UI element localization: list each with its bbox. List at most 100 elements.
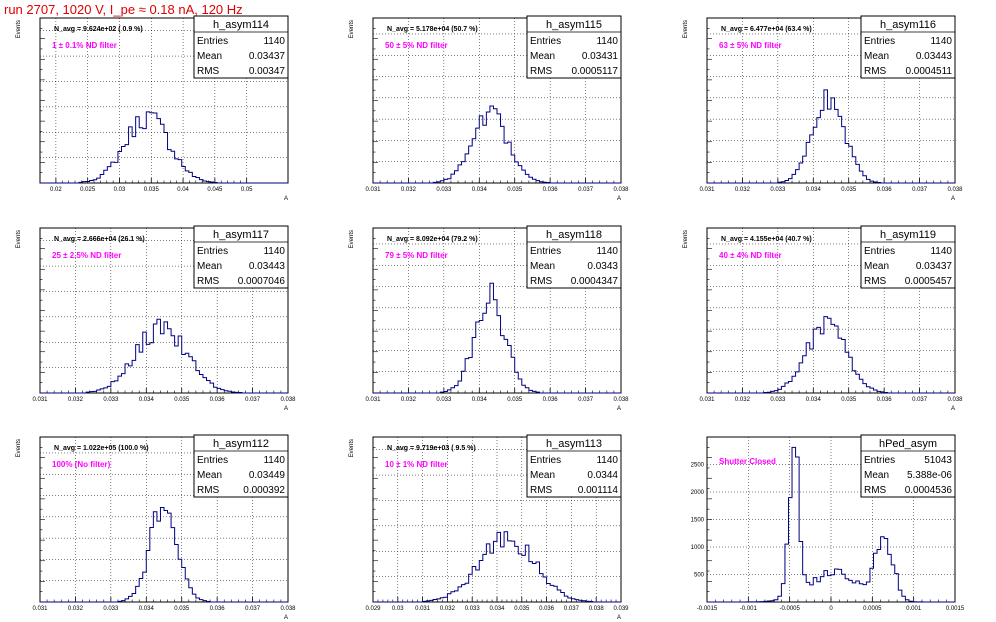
y-axis-label: Events <box>349 20 355 38</box>
navg-label: N_avg = 4.155e+04 (40.7 %) <box>721 236 812 243</box>
x-tick-label: 0.038 <box>613 397 629 403</box>
stats-value: 1140 <box>930 36 952 47</box>
x-tick-label: -0.0015 <box>697 606 718 612</box>
x-tick-label: 0.03 <box>114 187 126 193</box>
x-tick-label: 0.037 <box>578 397 594 403</box>
x-tick-label: 0.033 <box>436 187 452 193</box>
stats-value: 0.03443 <box>916 51 953 62</box>
x-tick-label: -0.0005 <box>779 606 800 612</box>
x-tick-label: 0.035 <box>174 606 190 612</box>
stats-value: 1140 <box>263 455 285 466</box>
stats-value: 0.03449 <box>249 470 286 481</box>
x-tick-label: 0.037 <box>245 606 261 612</box>
histogram-panel: 0.031 0.032 0.033 0.034 0.035 0.036 0.037 0.038… <box>16 434 296 621</box>
x-axis-label: A <box>951 406 955 412</box>
stats-label: Entries <box>197 36 228 47</box>
stats-label: Entries <box>864 36 895 47</box>
x-tick-label: 0.037 <box>578 187 594 193</box>
stats-label: Entries <box>530 36 561 47</box>
x-tick-label: 0.036 <box>543 187 559 193</box>
stats-value: 0.00347 <box>249 66 286 77</box>
stats-box <box>860 225 956 289</box>
x-tick-label: 0.05 <box>241 187 253 193</box>
x-tick-label: 0.034 <box>806 187 822 193</box>
x-tick-label: 0.031 <box>365 397 381 403</box>
x-tick-label: 0.033 <box>436 397 452 403</box>
navg-label: N_avg = 1.022e+05 (100.0 %) <box>54 445 149 452</box>
x-tick-label: 0.033 <box>770 187 786 193</box>
stats-hist-name: h_asym115 <box>546 19 602 31</box>
x-tick-label: 0.032 <box>401 397 417 403</box>
stats-box <box>193 225 289 289</box>
x-axis-label: A <box>284 196 288 202</box>
y-axis-label: Events <box>16 20 22 38</box>
x-tick-label: 0.038 <box>589 606 605 612</box>
x-tick-label: 0.033 <box>103 606 119 612</box>
filter-label: 50 ± 5% ND filter <box>385 41 448 50</box>
stats-hist-name: h_asym117 <box>213 229 269 241</box>
x-tick-label: 0.036 <box>877 187 893 193</box>
stats-label: Entries <box>864 455 895 466</box>
y-tick-label: 500 <box>694 573 705 579</box>
x-tick-label: 0.032 <box>401 187 417 193</box>
histogram-line <box>707 446 955 603</box>
x-tick-label: 0.038 <box>280 397 296 403</box>
stats-value: 0.000392 <box>243 485 285 496</box>
stats-value: 51043 <box>924 455 952 466</box>
y-tick-label: 2500 <box>691 463 705 469</box>
stats-value: 0.03443 <box>249 261 286 272</box>
stats-value: 0.0004536 <box>905 485 953 496</box>
x-tick-label: 0.038 <box>947 187 963 193</box>
histogram-panel: 0.031 0.032 0.033 0.034 0.035 0.036 0.037 0.038… <box>683 15 963 202</box>
filter-label: 79 ± 5% ND filter <box>385 251 448 260</box>
x-axis-label: A <box>284 406 288 412</box>
stats-hist-name: h_asym112 <box>213 438 269 450</box>
x-tick-label: 0.0005 <box>863 606 882 612</box>
page-title: run 2707, 1020 V, I_pe ≈ 0.18 nA, 120 Hz <box>4 2 243 17</box>
stats-hist-name: h_asym118 <box>546 229 602 241</box>
stats-label: RMS <box>197 276 220 287</box>
stats-value: 1140 <box>596 455 618 466</box>
y-tick-label: 1000 <box>691 545 705 551</box>
x-tick-label: 0.035 <box>841 187 857 193</box>
histogram-line <box>40 111 288 184</box>
stats-label: RMS <box>864 66 887 77</box>
x-tick-label: 0.031 <box>415 606 431 612</box>
x-axis-label: A <box>617 196 621 202</box>
stats-value: 0.0344 <box>587 470 618 481</box>
histogram-panel: 0.02 0.025 0.03 0.035 0.04 0.045 0.05 Events A N_… <box>16 15 289 202</box>
x-tick-label: 0.035 <box>144 187 160 193</box>
x-tick-label: 0.032 <box>735 397 751 403</box>
x-tick-label: 0.031 <box>699 187 715 193</box>
x-tick-label: 0.033 <box>103 397 119 403</box>
navg-label: N_avg = 8.092e+04 (79.2 %) <box>387 236 478 243</box>
y-tick-label: 1500 <box>691 518 705 524</box>
x-tick-label: 0.033 <box>465 606 481 612</box>
x-tick-label: 0.037 <box>912 397 928 403</box>
y-axis-label: Events <box>683 20 689 38</box>
filter-label: Shutter Closed <box>719 457 776 466</box>
x-tick-label: 0.04 <box>177 187 189 193</box>
x-tick-label: 0.03 <box>392 606 404 612</box>
filter-label: 100% (No filter) <box>52 460 111 469</box>
filter-label: 10 ± 1% ND filter <box>385 460 448 469</box>
x-tick-label: -0.001 <box>740 606 758 612</box>
histogram-panel: 0.031 0.032 0.033 0.034 0.035 0.036 0.037 0.038… <box>349 225 629 412</box>
stats-box <box>526 434 622 498</box>
navg-label: N_avg = 9.624e+02 ( 0.9 %) <box>54 26 143 33</box>
stats-label: Entries <box>530 455 561 466</box>
x-tick-label: 0.034 <box>472 187 488 193</box>
y-axis-label: Events <box>683 230 689 248</box>
x-tick-label: 0.0015 <box>946 606 965 612</box>
filter-label: 63 ± 5% ND filter <box>719 41 782 50</box>
filter-label: 25 ± 2.5% ND filter <box>52 251 121 260</box>
x-tick-label: 0.034 <box>139 397 155 403</box>
x-tick-label: 0.031 <box>32 397 48 403</box>
x-tick-label: 0.038 <box>613 187 629 193</box>
stats-label: Entries <box>530 246 561 257</box>
histogram-line <box>373 105 621 184</box>
x-tick-label: 0.045 <box>207 187 223 193</box>
stats-label: Mean <box>864 261 889 272</box>
filter-label: 40 ± 4% ND filter <box>719 251 782 260</box>
